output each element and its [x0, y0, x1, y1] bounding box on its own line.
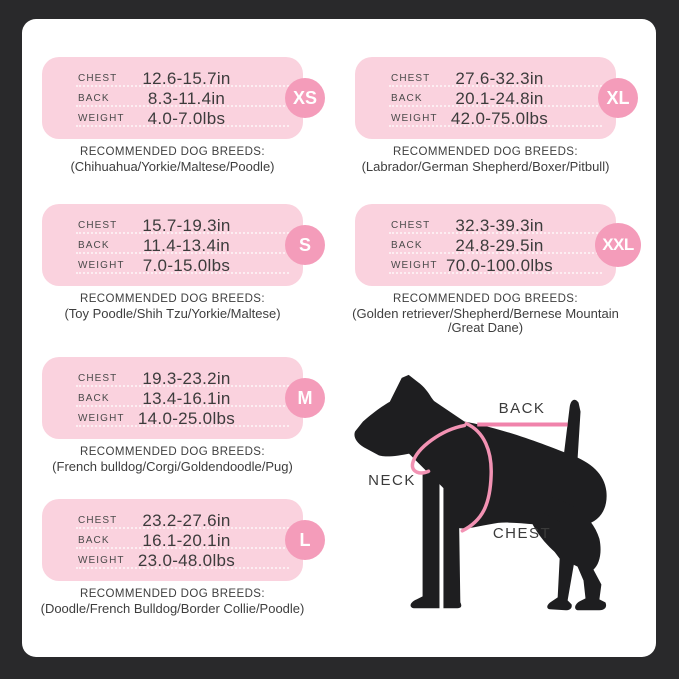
back-label: BACK	[391, 93, 423, 104]
breeds-list: (Labrador/German Shepherd/Boxer/Pitbull)	[361, 159, 610, 174]
weight-value: 42.0-75.0lbs	[450, 109, 549, 128]
dog-silhouette-svg	[354, 374, 607, 611]
recommendation-block: RECOMMENDED DOG BREEDS: (Labrador/German…	[335, 145, 636, 174]
size-card-xxl: CHEST 32.3-39.3in BACK 24.8-29.5in WEIGH…	[355, 204, 641, 286]
chest-row: CHEST 23.2-27.6in	[42, 511, 303, 531]
back-label: BACK	[391, 240, 423, 251]
recommended-heading: RECOMMENDED DOG BREEDS:	[80, 293, 265, 305]
chest-row: CHEST 27.6-32.3in	[355, 69, 616, 89]
back-row: BACK 16.1-20.1in	[42, 531, 303, 551]
weight-label: WEIGHT	[78, 113, 125, 124]
chest-label: CHEST	[391, 220, 431, 231]
recommended-heading: RECOMMENDED DOG BREEDS:	[80, 446, 265, 458]
recommended-heading: RECOMMENDED DOG BREEDS:	[393, 293, 578, 305]
recommendation-block: RECOMMENDED DOG BREEDS: (Chihuahua/Yorki…	[22, 145, 323, 174]
recommendation-block: RECOMMENDED DOG BREEDS: (French bulldog/…	[22, 445, 323, 474]
breeds-list: (Chihuahua/Yorkie/Maltese/Poodle)	[70, 159, 275, 174]
diagram-back-label: BACK	[498, 400, 546, 417]
chest-label: CHEST	[78, 73, 118, 84]
size-card-m: CHEST 19.3-23.2in BACK 13.4-16.1in WEIGH…	[42, 357, 325, 439]
size-card-xl: CHEST 27.6-32.3in BACK 20.1-24.8in WEIGH…	[355, 57, 638, 139]
recommendation-block: RECOMMENDED DOG BREEDS: (Golden retrieve…	[335, 292, 636, 334]
back-label: BACK	[78, 93, 110, 104]
back-label: BACK	[78, 393, 110, 404]
size-badge-s: S	[285, 225, 325, 265]
size-badge-xs: XS	[285, 78, 325, 118]
chest-value: 32.3-39.3in	[455, 216, 544, 235]
chest-row: CHEST 12.6-15.7in	[42, 69, 303, 89]
chest-row: CHEST 32.3-39.3in	[355, 216, 616, 236]
back-value: 16.1-20.1in	[142, 531, 231, 550]
chest-value: 19.3-23.2in	[142, 369, 231, 388]
weight-value: 23.0-48.0lbs	[137, 551, 236, 570]
recommended-heading: RECOMMENDED DOG BREEDS:	[393, 146, 578, 158]
weight-label: WEIGHT	[391, 113, 438, 124]
recommended-heading: RECOMMENDED DOG BREEDS:	[80, 146, 265, 158]
chest-label: CHEST	[78, 373, 118, 384]
chest-label: CHEST	[78, 220, 118, 231]
breeds-list: (Toy Poodle/Shih Tzu/Yorkie/Maltese)	[64, 306, 281, 321]
harness-girth-line	[460, 421, 493, 533]
dog-silhouette	[354, 374, 607, 611]
recommendation-block: RECOMMENDED DOG BREEDS: (Doodle/French B…	[22, 587, 323, 616]
size-badge-xl: XL	[598, 78, 638, 118]
back-value: 11.4-13.4in	[142, 236, 231, 255]
size-card-l: CHEST 23.2-27.6in BACK 16.1-20.1in WEIGH…	[42, 499, 325, 581]
chest-row: CHEST 19.3-23.2in	[42, 369, 303, 389]
harness-neck-line	[410, 423, 467, 475]
weight-row: WEIGHT 4.0-7.0lbs	[42, 109, 303, 129]
size-group-m: CHEST 19.3-23.2in BACK 13.4-16.1in WEIGH…	[42, 357, 325, 473]
chest-label: CHEST	[391, 73, 431, 84]
chest-value: 15.7-19.3in	[142, 216, 231, 235]
weight-label: WEIGHT	[78, 413, 125, 424]
size-badge-l: L	[285, 520, 325, 560]
breeds-list: (Golden retriever/Shepherd/Bernese Mount…	[352, 306, 619, 335]
size-group-s: CHEST 15.7-19.3in BACK 11.4-13.4in WEIGH…	[42, 204, 325, 320]
back-row: BACK 13.4-16.1in	[42, 389, 303, 409]
weight-label: WEIGHT	[391, 260, 438, 271]
back-row: BACK 11.4-13.4in	[42, 236, 303, 256]
size-badge-xxl: XXL	[595, 223, 641, 267]
weight-value: 14.0-25.0lbs	[137, 409, 236, 428]
back-row: BACK 8.3-11.4in	[42, 89, 303, 109]
dog-measurement-diagram: BACK NECK CHEST	[350, 356, 670, 654]
size-group-l: CHEST 23.2-27.6in BACK 16.1-20.1in WEIGH…	[41, 499, 325, 615]
weight-value: 7.0-15.0lbs	[142, 256, 231, 275]
size-card-xs: CHEST 12.6-15.7in BACK 8.3-11.4in WEIGHT…	[42, 57, 325, 139]
back-value: 8.3-11.4in	[147, 89, 226, 108]
weight-label: WEIGHT	[78, 260, 125, 271]
weight-row: WEIGHT 14.0-25.0lbs	[42, 409, 303, 429]
diagram-chest-label: CHEST	[492, 525, 552, 542]
back-row: BACK 20.1-24.8in	[355, 89, 616, 109]
content-canvas: CHEST 12.6-15.7in BACK 8.3-11.4in WEIGHT…	[22, 19, 656, 657]
back-label: BACK	[78, 240, 110, 251]
chest-value: 23.2-27.6in	[142, 511, 231, 530]
diagram-neck-label: NECK	[368, 472, 416, 489]
back-row: BACK 24.8-29.5in	[355, 236, 616, 256]
back-value: 24.8-29.5in	[455, 236, 544, 255]
weight-row: WEIGHT 23.0-48.0lbs	[42, 551, 303, 571]
chest-label: CHEST	[78, 515, 118, 526]
back-label: BACK	[78, 535, 110, 546]
back-value: 13.4-16.1in	[142, 389, 231, 408]
size-group-xl: CHEST 27.6-32.3in BACK 20.1-24.8in WEIGH…	[355, 57, 638, 173]
weight-label: WEIGHT	[78, 555, 125, 566]
recommended-heading: RECOMMENDED DOG BREEDS:	[80, 588, 265, 600]
size-card-s: CHEST 15.7-19.3in BACK 11.4-13.4in WEIGH…	[42, 204, 325, 286]
weight-row: WEIGHT 42.0-75.0lbs	[355, 109, 616, 129]
weight-value: 70.0-100.0lbs	[446, 256, 553, 275]
size-badge-m: M	[285, 378, 325, 418]
weight-value: 4.0-7.0lbs	[147, 109, 226, 128]
chest-value: 27.6-32.3in	[455, 69, 544, 88]
chest-value: 12.6-15.7in	[142, 69, 231, 88]
size-group-xs: CHEST 12.6-15.7in BACK 8.3-11.4in WEIGHT…	[42, 57, 325, 173]
chest-row: CHEST 15.7-19.3in	[42, 216, 303, 236]
breeds-list: (French bulldog/Corgi/Goldendoodle/Pug)	[52, 459, 293, 474]
size-group-xxl: CHEST 32.3-39.3in BACK 24.8-29.5in WEIGH…	[352, 204, 641, 334]
weight-row: WEIGHT 70.0-100.0lbs	[355, 256, 616, 276]
recommendation-block: RECOMMENDED DOG BREEDS: (Toy Poodle/Shih…	[22, 292, 323, 321]
back-value: 20.1-24.8in	[455, 89, 544, 108]
breeds-list: (Doodle/French Bulldog/Border Collie/Poo…	[40, 601, 305, 616]
weight-row: WEIGHT 7.0-15.0lbs	[42, 256, 303, 276]
